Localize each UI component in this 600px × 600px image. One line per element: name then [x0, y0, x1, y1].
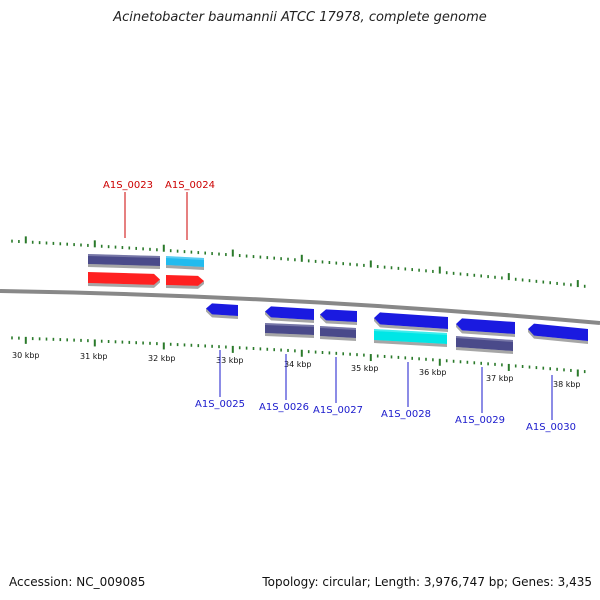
gene-arrow-A1S_0030 [528, 323, 588, 344]
gene-labels: A1S_0023 A1S_0024 A1S_0025 A1S_0026 A1S_0027… [103, 180, 576, 433]
scale-label: 34 kbp [284, 360, 312, 369]
gene-block-A1S_0023-rna [88, 254, 160, 269]
gene-arrow-A1S_0023 [88, 272, 160, 288]
scale-labels: 30 kbp 31 kbp 32 kbp 33 kbp 34 kbp 35 kbp 36 k… [12, 351, 581, 389]
gene-block-A1S_0028-rna [374, 329, 447, 347]
gene-block-A1S_0026-rna [265, 323, 314, 338]
gene-block-A1S_0027-rna [320, 326, 356, 341]
gene-label: A1S_0023 [103, 180, 153, 191]
scale-label: 33 kbp [216, 356, 244, 365]
gene-label: A1S_0026 [259, 402, 309, 413]
scale-label: 37 kbp [486, 374, 514, 383]
lower-tick-track [11, 336, 586, 377]
gene-arrow-A1S_0028 [374, 312, 448, 332]
scale-label: 35 kbp [351, 364, 379, 373]
gene-label: A1S_0028 [381, 409, 431, 420]
gene-label: A1S_0029 [455, 415, 505, 426]
genome-backbone [0, 289, 600, 325]
gene-arrow-A1S_0026 [265, 306, 314, 323]
gene-arrow-A1S_0024 [166, 275, 204, 289]
gene-arrow-A1S_0027 [320, 309, 357, 325]
scale-label: 32 kbp [148, 354, 176, 363]
feature-track [88, 254, 588, 354]
scale-label: 31 kbp [80, 352, 108, 361]
gene-arrow-A1S_0029 [456, 318, 515, 337]
scale-label: 30 kbp [12, 351, 40, 360]
gene-arrow-A1S_0025 [206, 303, 238, 319]
gene-block-A1S_0029-rna [456, 336, 513, 354]
gene-label: A1S_0025 [195, 399, 245, 410]
genome-summary-text: Topology: circular; Length: 3,976,747 bp… [262, 575, 592, 589]
gene-label: A1S_0030 [526, 422, 576, 433]
gene-block-A1S_0024-rna [166, 256, 204, 270]
gene-label: A1S_0024 [165, 180, 215, 191]
gene-label: A1S_0027 [313, 405, 363, 416]
scale-label: 38 kbp [553, 380, 581, 389]
scale-label: 36 kbp [419, 368, 447, 377]
accession-text: Accession: NC_009085 [9, 575, 146, 589]
upper-tick-track [11, 236, 586, 288]
map-title: Acinetobacter baumannii ATCC 17978, comp… [113, 10, 487, 25]
